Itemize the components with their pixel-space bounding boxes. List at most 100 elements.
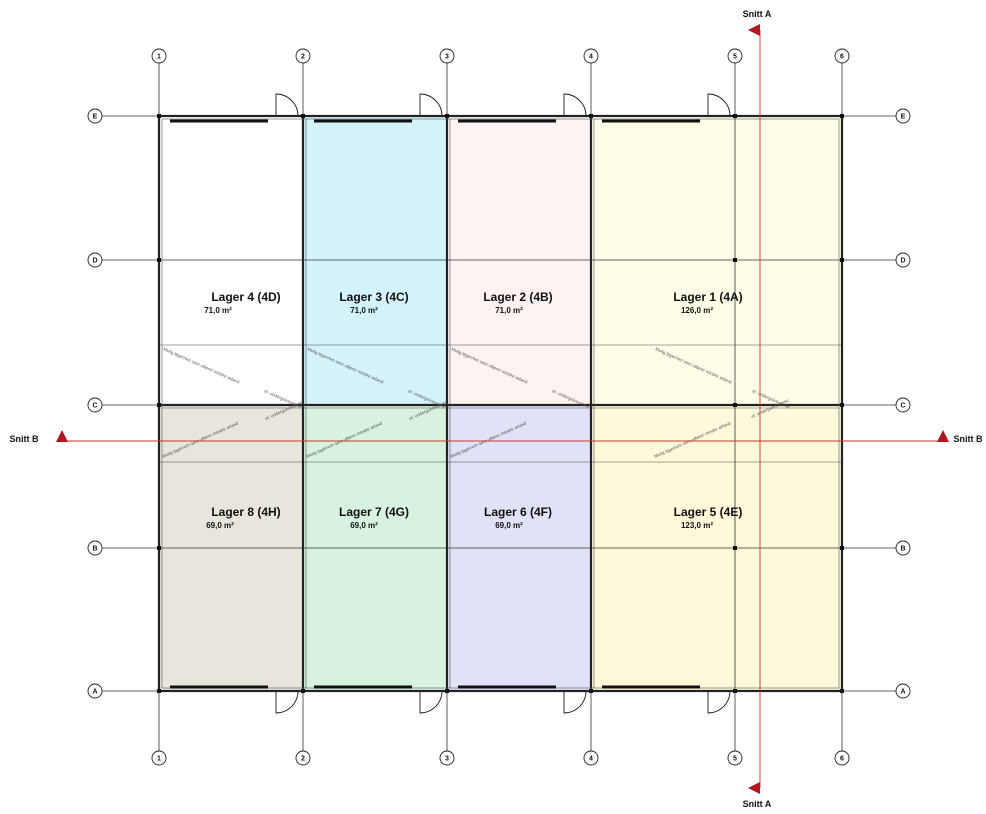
grid-label-2-bottom: 2: [301, 756, 305, 763]
column-A2: [301, 689, 305, 693]
grid-bubble-D-left: [87, 252, 103, 268]
room-labels: Lager 4 (4D) 71,0 m² Lager 3 (4C) 71,0 m…: [204, 290, 742, 530]
grid-bubble-D-right: [895, 252, 911, 268]
room-name-4B: Lager 2 (4B): [483, 290, 552, 304]
door-lintels: [170, 119, 700, 689]
column-B1: [157, 546, 161, 550]
column-E5: [733, 114, 737, 118]
section-b-left-label: Snitt B: [10, 434, 39, 444]
column-E2: [301, 114, 305, 118]
room-name-4F: Lager 6 (4F): [484, 505, 552, 519]
grid-label-4-bottom: 4: [589, 756, 593, 763]
room-area-4D: 71,0 m²: [204, 306, 232, 315]
grid-bubble-E-left: [87, 108, 103, 124]
grid-label-3-bottom: 3: [445, 756, 449, 763]
grid-label-1-top: 1: [157, 54, 161, 61]
room-area-4B: 71,0 m²: [495, 306, 523, 315]
grid-label-B-left: B: [92, 546, 97, 553]
grid-label-A-left: A: [92, 689, 97, 696]
column-D1: [157, 258, 161, 262]
section-labels: Snitt A Snitt A Snitt B Snitt B: [10, 9, 983, 809]
section-a-top-label: Snitt A: [743, 9, 772, 19]
room-area-4F: 69,0 m²: [495, 521, 523, 530]
grid-bubble-1-top: [151, 48, 167, 64]
grid-bubble-A-right: [895, 683, 911, 699]
column-D5: [733, 258, 737, 262]
subdivision-lines: [159, 344, 842, 463]
column-C6: [840, 403, 844, 407]
door-top-2: [419, 93, 443, 117]
section-b-right-arrow: [937, 430, 949, 442]
room-fills: [159, 116, 842, 691]
door-top-3: [563, 93, 587, 117]
grid-bubble-5-bottom: [727, 750, 743, 766]
section-b-left-arrow: [56, 430, 68, 442]
room-area-4E: 123,0 m²: [681, 521, 713, 530]
grid-bubble-1-bottom: [151, 750, 167, 766]
column-C5: [733, 403, 737, 407]
grid-label-C-left: C: [92, 403, 97, 410]
door-bottom-4: [707, 690, 731, 714]
grid-bubble-E-right: [895, 108, 911, 124]
column-markers: [157, 114, 844, 693]
door-top-4: [707, 93, 731, 117]
grid-label-A-right: A: [900, 689, 905, 696]
grid-label-1-bottom: 1: [157, 756, 161, 763]
grid-bubble-2-top: [295, 48, 311, 64]
column-A4: [589, 689, 593, 693]
room-area-4H: 69,0 m²: [206, 521, 234, 530]
grid-bubble-C-left: [87, 397, 103, 413]
grid-label-6-bottom: 6: [840, 756, 844, 763]
column-A1: [157, 689, 161, 693]
grid-bubble-6-bottom: [834, 750, 850, 766]
door-bottom-3: [563, 690, 587, 714]
section-markers: [56, 24, 949, 794]
room-name-4A: Lager 1 (4A): [673, 290, 742, 304]
room-fill-4D: [159, 116, 303, 405]
grid-bubble-4-top: [583, 48, 599, 64]
grid-label-4-top: 4: [589, 54, 593, 61]
grid-label-D-left: D: [92, 258, 97, 265]
door-bottom-2: [419, 690, 443, 714]
grid-bubble-A-left: [87, 683, 103, 699]
column-E4: [589, 114, 593, 118]
grid-label-2-top: 2: [301, 54, 305, 61]
room-name-4G: Lager 7 (4G): [339, 505, 409, 519]
grid-label-5-bottom: 5: [733, 756, 737, 763]
room-name-4C: Lager 3 (4C): [339, 290, 408, 304]
column-C1: [157, 403, 161, 407]
grid-bubble-B-left: [87, 540, 103, 556]
swing-doors: [275, 93, 731, 714]
grid-label-5-top: 5: [733, 54, 737, 61]
grid-label-6-top: 6: [840, 54, 844, 61]
grid-label-E-right: E: [901, 114, 906, 121]
column-E6: [840, 114, 844, 118]
grid-bubble-labels: 1 2 3 4 5 6 1 2 3 4 5 6 E D C B A E D C …: [92, 54, 905, 763]
grid-bubble-2-bottom: [295, 750, 311, 766]
column-D6: [840, 258, 844, 262]
grid-bubble-C-right: [895, 397, 911, 413]
room-name-4E: Lager 5 (4E): [674, 505, 743, 519]
section-lines: [60, 30, 944, 788]
column-E3: [445, 114, 449, 118]
section-a-top-arrow: [748, 24, 760, 36]
room-name-4D: Lager 4 (4D): [211, 290, 280, 304]
grid-bubble-B-right: [895, 540, 911, 556]
column-E1: [157, 114, 161, 118]
room-fill-4C: [303, 116, 447, 405]
room-area-4G: 69,0 m²: [350, 521, 378, 530]
grid-bubble-5-top: [727, 48, 743, 64]
grid-bubble-3-bottom: [439, 750, 455, 766]
column-A6: [840, 689, 844, 693]
room-fill-4A: [591, 116, 842, 405]
column-B6: [840, 546, 844, 550]
room-name-4H: Lager 8 (4H): [211, 505, 280, 519]
room-area-4C: 71,0 m²: [350, 306, 378, 315]
door-bottom-1: [275, 690, 299, 714]
grid-bubble-3-top: [439, 48, 455, 64]
grid-label-C-right: C: [900, 403, 905, 410]
door-top-1: [275, 93, 299, 117]
grid-bubble-6-top: [834, 48, 850, 64]
section-a-bottom-label: Snitt A: [743, 799, 772, 809]
